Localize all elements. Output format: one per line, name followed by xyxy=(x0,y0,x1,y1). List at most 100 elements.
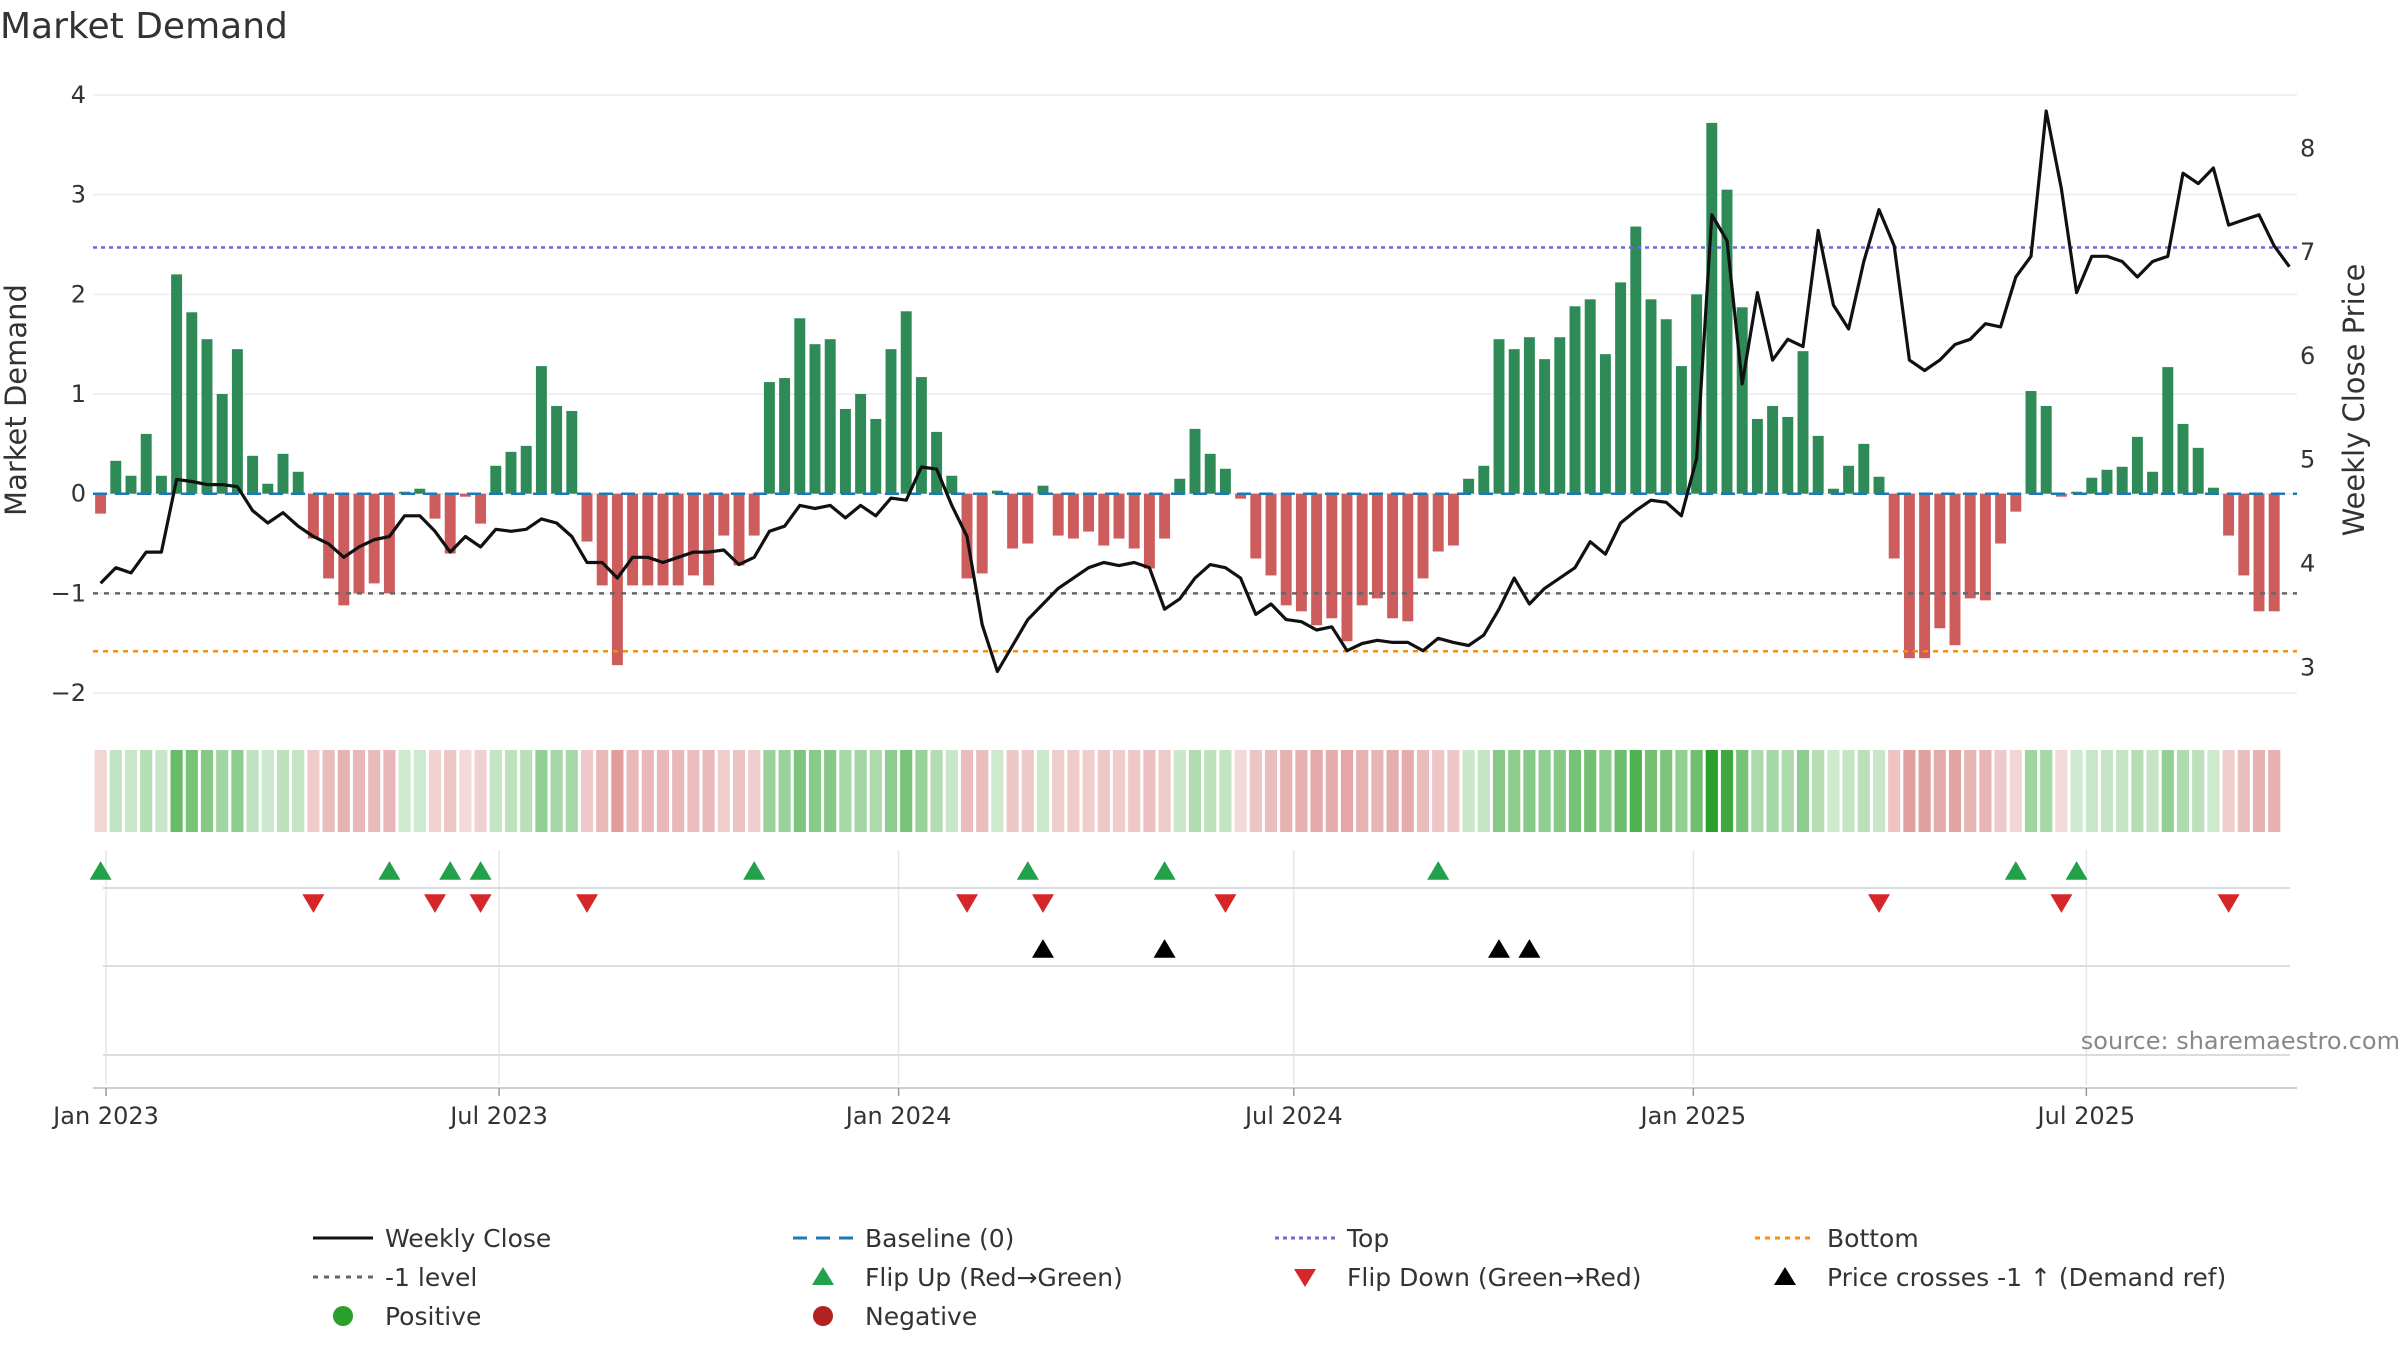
demand-bar xyxy=(931,431,943,494)
legend-label: Flip Up (Red→Green) xyxy=(865,1263,1123,1292)
legend: Weekly Close Baseline (0) Top Bottom -1 leve… xyxy=(313,1224,2226,1331)
strip-cell xyxy=(1964,750,1977,832)
strip-cell xyxy=(444,750,457,832)
demand-bar xyxy=(1630,226,1642,494)
strip-cell xyxy=(1644,750,1658,832)
strip-cell xyxy=(839,750,852,832)
x-tick-label: Jan 2023 xyxy=(51,1102,159,1130)
strip-cell xyxy=(1097,750,1110,832)
strip-cell xyxy=(1143,750,1156,832)
strip-cell xyxy=(352,750,366,832)
demand-bar xyxy=(870,418,882,494)
y-left-tick: 0 xyxy=(71,480,86,508)
y-left-tick: −1 xyxy=(51,579,86,607)
demand-bar xyxy=(809,344,821,494)
strip-cell xyxy=(2146,750,2159,832)
strip-cell xyxy=(535,750,548,832)
strip-cell xyxy=(2024,750,2038,832)
demand-bar xyxy=(733,493,745,566)
strip-cell xyxy=(322,750,335,832)
strip-cell xyxy=(900,750,913,832)
strip-cell xyxy=(1523,750,1536,832)
demand-bar xyxy=(657,493,669,586)
flip-up-marker xyxy=(89,861,112,880)
demand-bar xyxy=(110,460,122,494)
strip-cell xyxy=(368,750,381,832)
demand-bar xyxy=(1493,339,1505,494)
x-tick-label: Jan 2025 xyxy=(1638,1102,1746,1130)
demand-bar xyxy=(1143,493,1155,569)
strip-cell xyxy=(2268,750,2281,832)
demand-bar xyxy=(1858,443,1870,494)
strip-cell xyxy=(520,750,533,832)
legend-label: Price crosses -1 ↑ (Demand ref) xyxy=(1827,1263,2226,1292)
strip-cell xyxy=(2070,750,2083,832)
demand-bar xyxy=(703,493,715,586)
demand-bar xyxy=(1159,493,1171,539)
strip-cell xyxy=(1827,750,1840,832)
strip-cell xyxy=(1204,750,1217,832)
y-right-tick: 5 xyxy=(2300,446,2315,474)
y-left-tick: 3 xyxy=(71,181,86,209)
demand-bar xyxy=(231,349,243,494)
strip-cell xyxy=(1188,750,1202,832)
strip-cell xyxy=(915,750,928,832)
demand-bar xyxy=(2147,471,2159,494)
demand-bar xyxy=(824,339,836,494)
strip-cell xyxy=(1128,750,1141,832)
demand-bar xyxy=(885,349,897,494)
demand-bar xyxy=(1584,299,1596,494)
legend-swatch xyxy=(812,1267,834,1285)
demand-bar xyxy=(1174,478,1186,494)
strip-cell xyxy=(1219,750,1232,832)
flip-down-marker xyxy=(469,894,492,913)
demand-bar xyxy=(627,493,639,586)
demand-bar xyxy=(1311,493,1323,626)
legend-label: Weekly Close xyxy=(385,1224,551,1253)
strip-cell xyxy=(2131,750,2144,832)
demand-bar xyxy=(551,405,563,494)
demand-bar xyxy=(794,318,806,494)
demand-bar xyxy=(2177,423,2189,494)
reference-lines xyxy=(93,246,2297,653)
axes-layer: −2 −1 0 1 2 3 4 3 4 5 6 7 8 Market Demand Weekly Close… xyxy=(0,81,2371,1130)
x-tick-label: Jul 2024 xyxy=(1243,1102,1343,1130)
demand-bar xyxy=(976,493,988,574)
cross-marker xyxy=(1518,939,1541,958)
demand-bar xyxy=(1478,465,1490,494)
demand-bar xyxy=(292,471,304,494)
strip-cell xyxy=(216,750,229,832)
strip-cell xyxy=(778,750,791,832)
demand-bar xyxy=(1523,337,1535,494)
demand-bar xyxy=(1934,493,1946,629)
legend-label: Top xyxy=(1346,1224,1389,1253)
y-left-tick: 4 xyxy=(71,81,86,109)
strip-cell xyxy=(2192,750,2205,832)
strip-cell xyxy=(1979,750,1992,832)
strip-cell xyxy=(2009,750,2022,832)
strip-cell xyxy=(2055,750,2068,832)
strip-cell xyxy=(1508,750,1521,832)
strip-cell xyxy=(884,750,898,832)
strip-cell xyxy=(1052,750,1065,832)
y-right-label: Weekly Close Price xyxy=(2337,264,2371,537)
demand-bar xyxy=(1052,493,1064,536)
demand-bar xyxy=(1554,337,1566,494)
demand-bar xyxy=(140,433,152,494)
demand-bar xyxy=(1356,493,1368,606)
demand-bar xyxy=(687,493,699,576)
demand-bar xyxy=(2101,469,2113,494)
y-right-tick: 4 xyxy=(2300,549,2315,577)
demand-bar xyxy=(505,451,517,494)
strip-cell xyxy=(550,750,563,832)
demand-bar xyxy=(991,490,1003,494)
strip-cell xyxy=(1933,750,1946,832)
demand-bar xyxy=(1827,488,1839,494)
demand-bar xyxy=(748,493,760,536)
strip-cell xyxy=(94,750,107,832)
strip-cell xyxy=(1112,750,1126,832)
demand-bar xyxy=(1995,493,2007,544)
strip-cell xyxy=(428,750,442,832)
flip-up-marker xyxy=(439,861,462,880)
strip-cell xyxy=(200,750,214,832)
